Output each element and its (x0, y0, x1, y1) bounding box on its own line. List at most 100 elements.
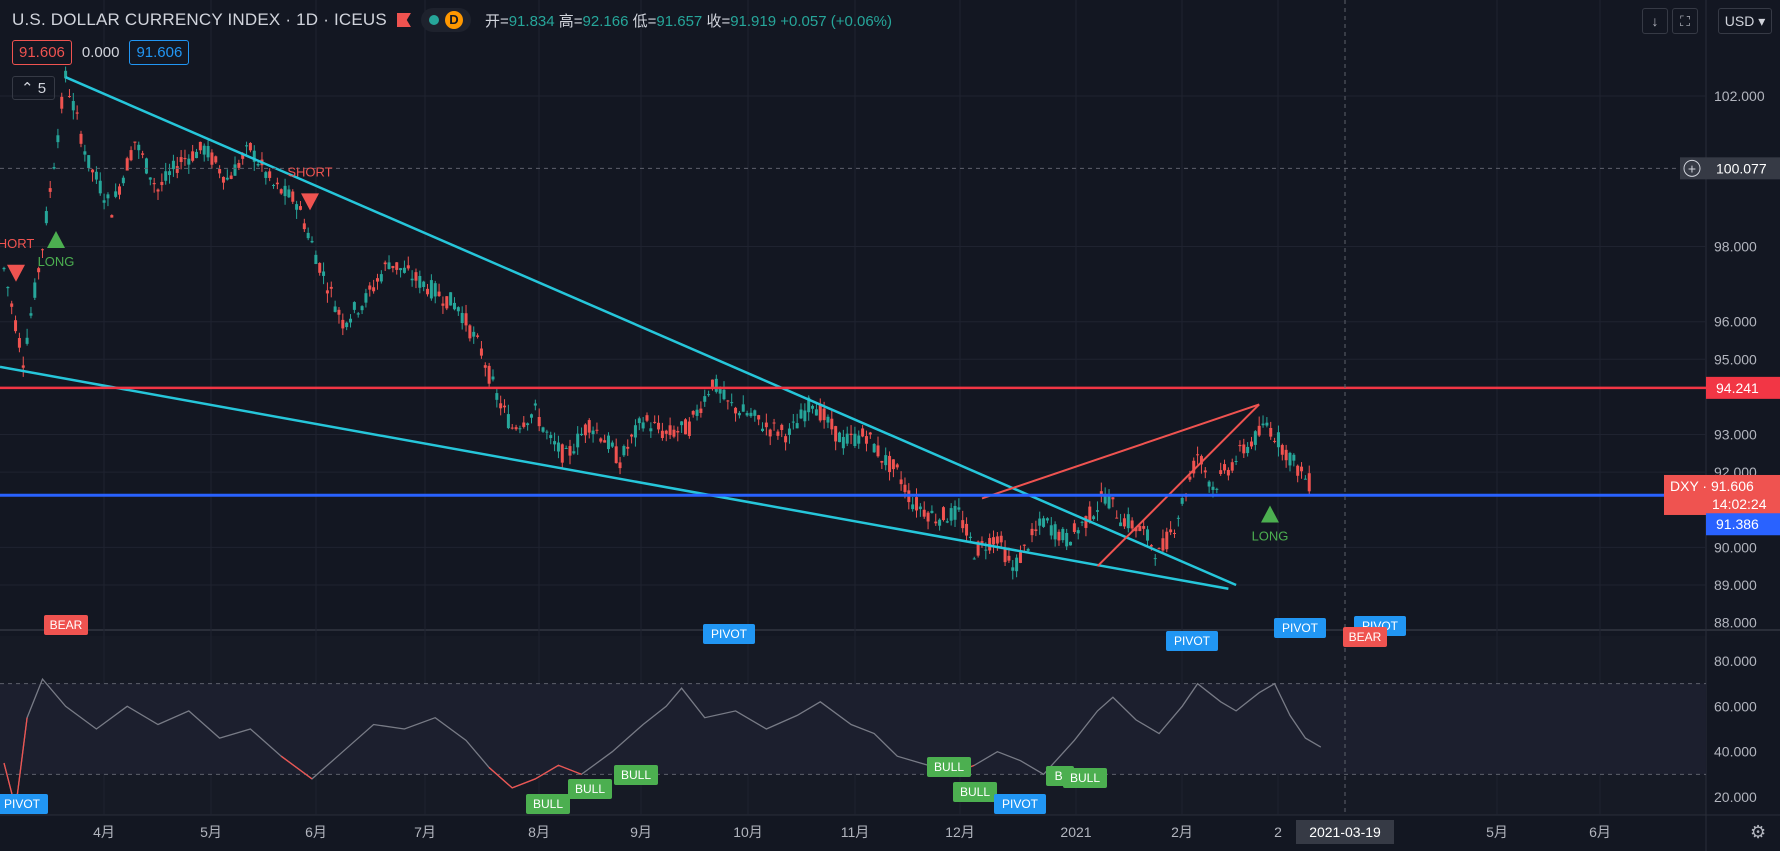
currency-button[interactable]: USD ▾ (1718, 8, 1772, 34)
candle-body (341, 319, 345, 329)
candle-body (1276, 432, 1280, 448)
candle-body (687, 421, 691, 436)
time-tick-label: 2月 (1171, 824, 1193, 840)
candle-body (256, 163, 260, 166)
candle-body (48, 188, 52, 192)
candle-body (853, 433, 857, 446)
candle-body (683, 419, 687, 435)
candle-body (745, 413, 749, 416)
candle-body (1092, 516, 1096, 520)
candle-body (1007, 555, 1011, 561)
candle-body (248, 142, 252, 151)
candle-body (110, 215, 114, 218)
wedge-upper-line[interactable] (981, 403, 1260, 500)
candle-body (680, 421, 684, 426)
candle-body (283, 185, 287, 197)
candle-body (764, 422, 768, 428)
candle-body (980, 541, 984, 544)
rsi-tick-label: 60.000 (1714, 698, 1757, 714)
market-status-icon (428, 15, 439, 25)
candle-body (587, 420, 591, 433)
indicator-count: 5 (37, 80, 47, 97)
candle-body (491, 376, 495, 380)
candle-body (741, 404, 745, 412)
candle-body (1284, 449, 1288, 461)
candle-body (314, 254, 318, 265)
candle-body (329, 286, 333, 289)
open-label: 开= (484, 12, 509, 30)
candle-body (1153, 558, 1157, 560)
candle-body (633, 425, 637, 438)
candle-body (834, 426, 838, 442)
candle-body (302, 223, 306, 230)
indicators-collapse-button[interactable]: ⌃ 5 (12, 76, 56, 100)
candle-body (564, 448, 568, 450)
ohlc-readout: 开=91.834 高=92.166 低=91.657 收=91.919 +0.0… (485, 10, 892, 31)
candle-body (160, 181, 164, 186)
high-value: 92.166 (582, 12, 629, 30)
rsi-bear-label-bg (1343, 627, 1387, 647)
candle-body (14, 320, 18, 332)
download-icon[interactable]: ↓ (1642, 8, 1668, 34)
crosshair-price-label: 100.077 (1716, 160, 1767, 176)
rsi-tick-label: 20.000 (1714, 789, 1757, 805)
wedge-lower-line[interactable] (1096, 403, 1260, 567)
candle-body (868, 432, 872, 435)
candle-body (198, 141, 202, 151)
indicator-value-1[interactable]: 91.606 (12, 40, 72, 65)
candle-body (1165, 531, 1169, 550)
indicator-value-3[interactable]: 91.606 (129, 40, 190, 65)
candle-body (152, 183, 156, 185)
candle-body (903, 484, 907, 493)
candle-body (241, 154, 245, 159)
candle-body (791, 421, 795, 423)
rsi-bull-label: BULL (621, 768, 651, 782)
candle-body (1307, 473, 1311, 492)
candle-body (841, 436, 845, 449)
candle-body (526, 423, 530, 426)
candle-body (911, 504, 915, 510)
rsi-oversold-segment (488, 764, 582, 789)
candle-body (499, 403, 503, 409)
fullscreen-icon[interactable]: ⛶ (1672, 8, 1698, 34)
candle-body (148, 177, 152, 180)
candle-body (1003, 547, 1007, 563)
candle-body (1211, 486, 1215, 490)
candle-body (876, 445, 880, 457)
candle-body (1273, 440, 1277, 442)
candle-body (1246, 446, 1250, 454)
candle-body (275, 182, 279, 185)
candle-body (1288, 452, 1292, 466)
flag-icon[interactable] (396, 13, 411, 27)
candle-body (768, 429, 772, 437)
candle-body (483, 365, 487, 368)
candle-body (291, 191, 295, 202)
rsi-bull-label: Bl (1055, 769, 1066, 783)
plus-circle-icon[interactable] (1683, 159, 1701, 177)
candle-body (1219, 470, 1223, 475)
candle-body (449, 292, 453, 306)
candle-body (399, 268, 403, 271)
status-pill[interactable]: D (420, 8, 471, 32)
rsi-pivot-label-bg (994, 794, 1046, 814)
candle-body (195, 151, 199, 159)
change-value: +0.057 (+0.06%) (780, 12, 893, 30)
high-label: 高= (558, 12, 583, 30)
rsi-bear-label-bg (44, 615, 88, 635)
candle-body (845, 433, 849, 444)
trendline-lower[interactable] (0, 365, 1229, 590)
candle-body (1099, 491, 1103, 496)
price-tick-label: 90.000 (1714, 539, 1757, 555)
candle-body (568, 446, 572, 456)
trendline-upper[interactable] (65, 76, 1237, 587)
candle-body (94, 171, 98, 180)
candle-body (915, 497, 919, 511)
candle-body (1265, 422, 1269, 426)
candle-body (437, 291, 441, 297)
candle-body (576, 433, 580, 448)
rsi-bull-label-bg (614, 765, 658, 785)
candle-body (245, 145, 249, 147)
symbol-title[interactable]: U.S. DOLLAR CURRENCY INDEX · 1D · ICEUS (12, 10, 387, 29)
indicator-value-2: 0.000 (81, 44, 120, 61)
